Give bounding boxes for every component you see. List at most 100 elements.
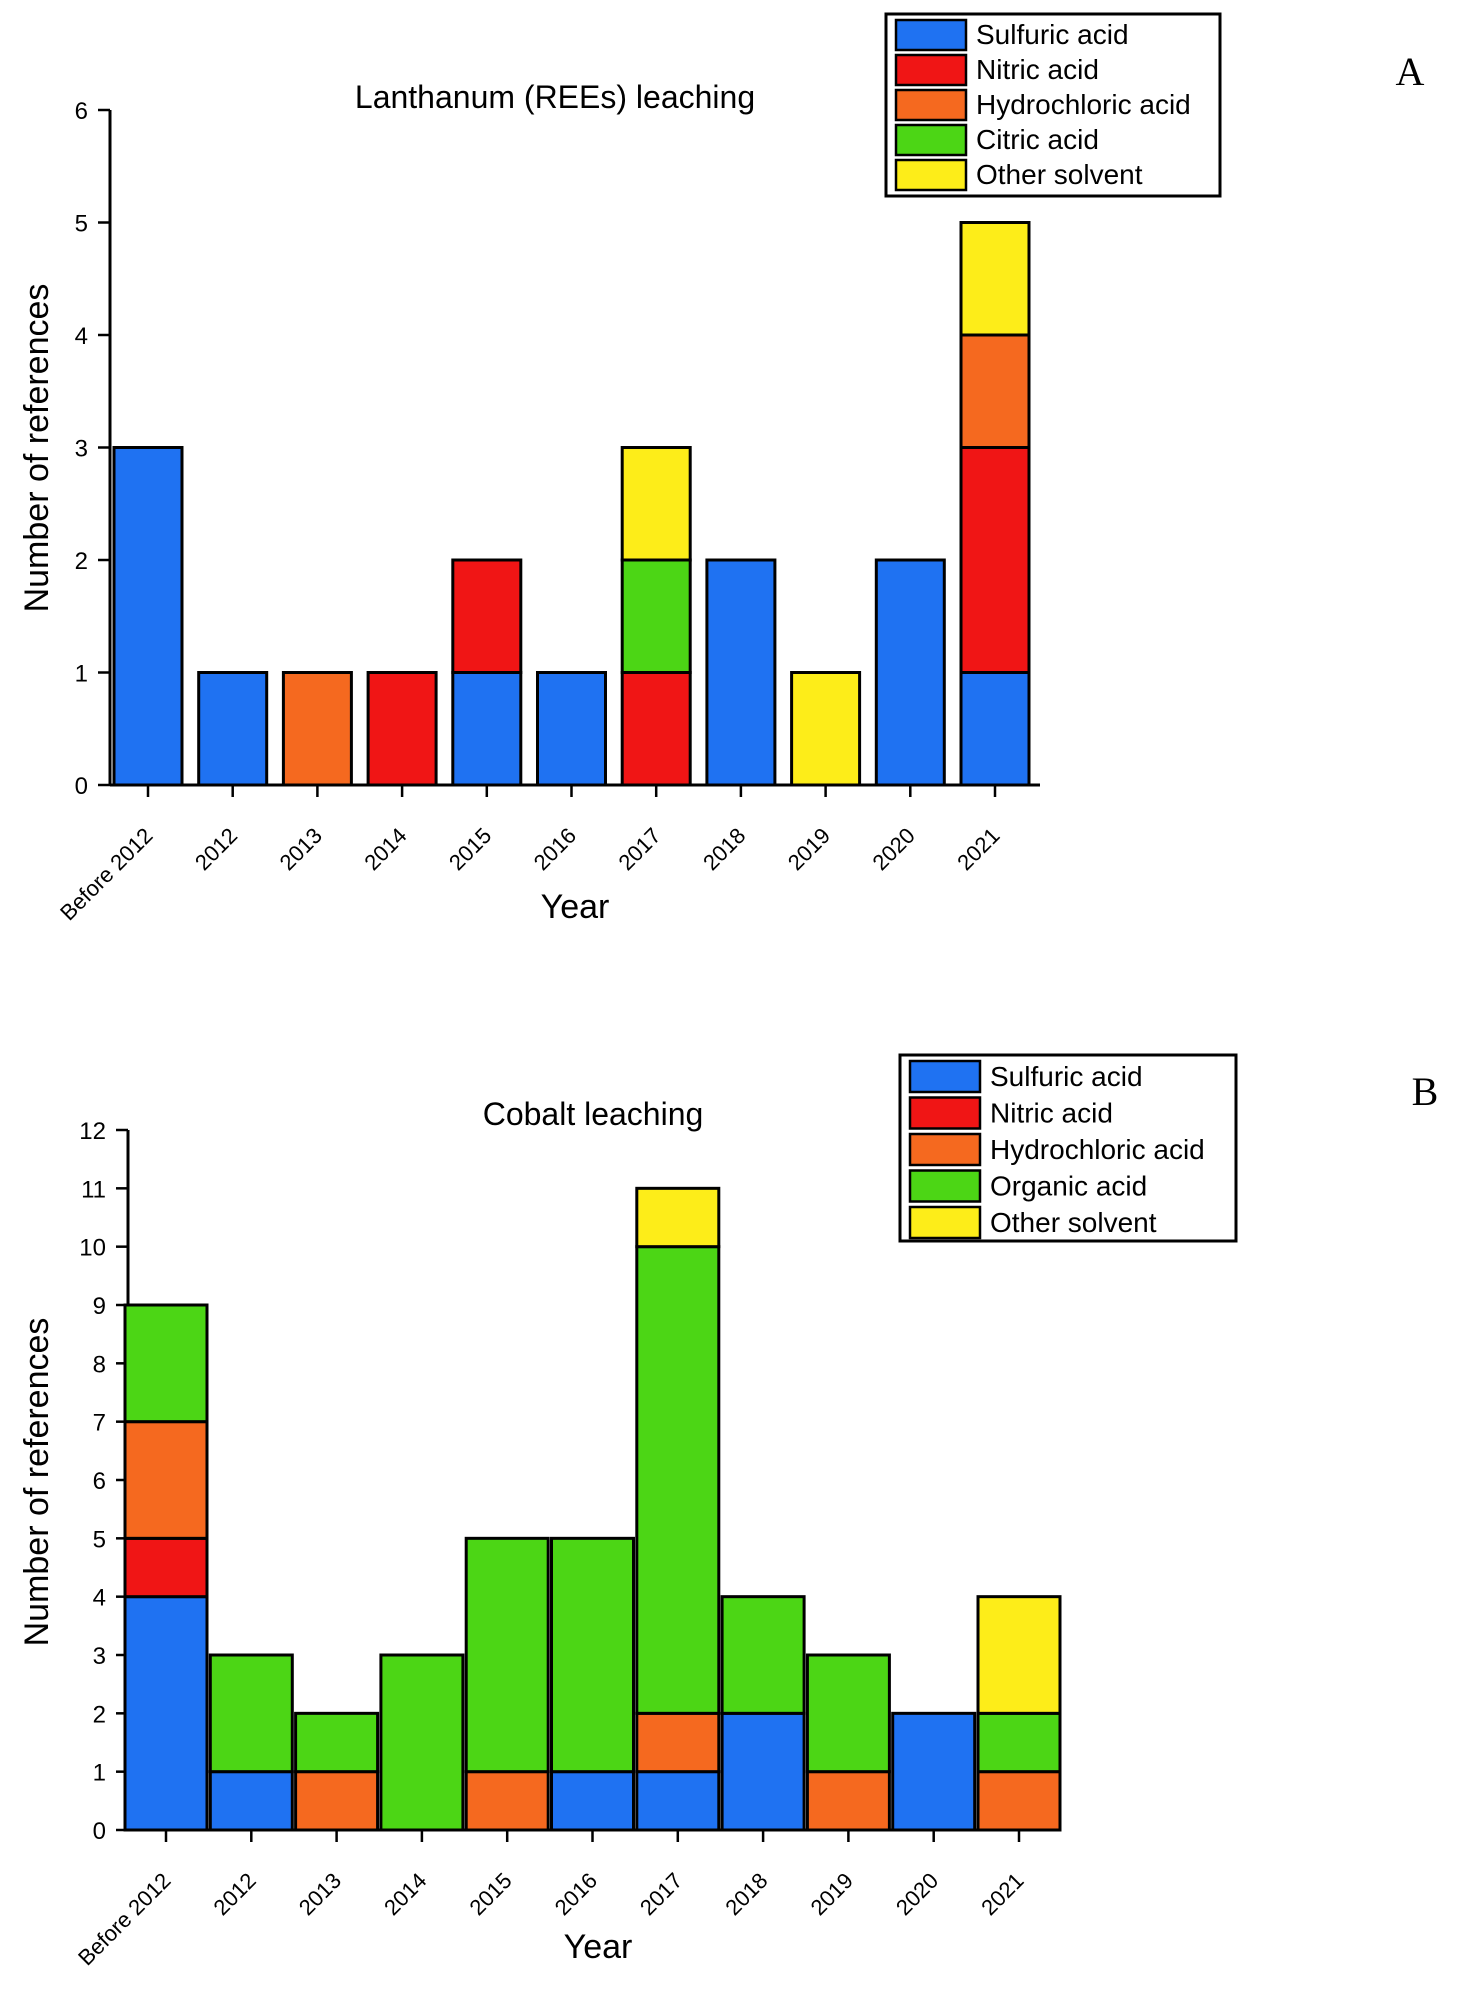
y-axis-title: Number of references	[18, 284, 56, 613]
bar-segment	[976, 1595, 1062, 1715]
legend-label: Other solvent	[990, 1207, 1157, 1238]
bar-segment	[197, 671, 269, 787]
x-tick-label: 2015	[444, 823, 496, 875]
bar-segment	[959, 671, 1031, 787]
legend: Sulfuric acid Nitric acid Hydrochloric aci…	[898, 1053, 1238, 1243]
y-tick-label: 5	[75, 211, 88, 238]
bar-segment	[294, 1770, 380, 1832]
bar-segment	[208, 1653, 294, 1774]
bar-segment	[790, 671, 862, 787]
y-axis-title: Number of references	[18, 1318, 56, 1647]
bar-segment	[550, 1536, 635, 1774]
panel-letter: B	[1412, 1069, 1439, 1114]
x-tick-label: 2016	[550, 1868, 602, 1920]
y-tick-label: 5	[93, 1526, 106, 1553]
bar-segment	[620, 446, 692, 562]
bar-segment	[550, 1770, 635, 1832]
bar-segment	[805, 1770, 891, 1832]
bar-segment	[294, 1711, 380, 1774]
x-tick-label: 2014	[379, 1868, 431, 1920]
x-tick-label: Before 2012	[73, 1868, 175, 1970]
legend-label: Citric acid	[976, 124, 1099, 155]
y-tick-label: 2	[93, 1701, 106, 1728]
x-tick-label: Before 2012	[55, 823, 157, 925]
y-tick-label: 7	[93, 1410, 106, 1437]
x-tick-label: 2018	[720, 1868, 772, 1920]
x-tick-label: 2014	[359, 823, 411, 875]
legend-swatch	[894, 88, 968, 122]
bar-segment	[976, 1711, 1062, 1774]
legend-label: Other solvent	[976, 159, 1143, 190]
y-tick-label: 6	[93, 1468, 106, 1495]
bar-segment	[451, 671, 523, 787]
bar-segment	[705, 558, 777, 787]
x-tick-label: 2020	[868, 823, 920, 875]
legend-label: Nitric acid	[976, 54, 1099, 85]
bar-segment	[451, 558, 523, 674]
chart-a: 0 1 2 3 4 5 6 Before 2012 2012 2013 2014 2015 2016 20…	[18, 12, 1425, 926]
bar-segment	[976, 1770, 1062, 1832]
x-tick-label: 2013	[294, 1868, 346, 1920]
bar-segment	[959, 446, 1031, 674]
y-tick-label: 4	[75, 323, 88, 350]
bar-segment	[720, 1595, 806, 1715]
bar-segment	[874, 558, 946, 787]
x-tick-label: 2012	[190, 823, 242, 875]
y-tick-label: 9	[93, 1293, 106, 1320]
legend-label: Hydrochloric acid	[990, 1134, 1205, 1165]
y-tick-label: 1	[75, 661, 88, 688]
legend: Sulfuric acid Nitric acid Hydrochloric aci…	[884, 12, 1222, 198]
bar-segment	[536, 671, 607, 787]
y-tick-label: 4	[93, 1585, 106, 1612]
bar-segment	[123, 1420, 209, 1540]
y-tick-label: 3	[93, 1643, 106, 1670]
legend-swatch	[908, 1169, 982, 1203]
legend-label: Organic acid	[990, 1171, 1147, 1202]
x-tick-label: 2017	[635, 1868, 687, 1920]
bar-segment	[891, 1711, 977, 1832]
x-tick-label: 2017	[613, 823, 665, 875]
bar-segment	[112, 446, 184, 787]
legend-swatch	[908, 1205, 982, 1240]
x-tick-label: 2021	[952, 823, 1004, 875]
bar-segment	[620, 671, 692, 787]
bar-segment	[620, 558, 692, 674]
legend-swatch	[908, 1059, 982, 1094]
y-tick-label: 0	[93, 1818, 106, 1845]
chart-title: Lanthanum (REEs) leaching	[355, 79, 755, 115]
bar-segment	[720, 1711, 806, 1832]
legend-swatch	[908, 1132, 982, 1167]
y-tick-label: 1	[93, 1760, 106, 1787]
legend-swatch	[894, 18, 968, 52]
x-tick-label: 2013	[275, 823, 327, 875]
panel-letter: A	[1396, 49, 1425, 94]
y-tick-label: 6	[75, 98, 88, 125]
y-tick-label: 11	[81, 1176, 106, 1203]
bar-segment	[464, 1536, 550, 1774]
legend-swatch	[908, 1096, 982, 1130]
bar-segment	[123, 1536, 209, 1599]
bar-segment	[635, 1186, 721, 1249]
legend-swatch	[894, 158, 968, 192]
x-tick-label: 2019	[806, 1868, 858, 1920]
legend-label: Sulfuric acid	[990, 1061, 1143, 1092]
legend-swatch	[894, 53, 968, 87]
x-tick-label: 2018	[698, 823, 750, 875]
bar-segment	[379, 1653, 465, 1832]
x-tick-label: 2020	[891, 1868, 943, 1920]
bar-segment	[959, 221, 1031, 337]
y-tick-label: 10	[79, 1235, 106, 1262]
x-tick-label: 2015	[464, 1868, 516, 1920]
bar-segment	[281, 671, 353, 787]
x-axis-title: Year	[564, 1928, 633, 1966]
bar-segment	[635, 1711, 721, 1774]
bar-segment	[805, 1653, 891, 1774]
y-tick-label: 12	[79, 1118, 106, 1145]
legend-swatch	[894, 123, 968, 157]
legend-label: Nitric acid	[990, 1098, 1113, 1129]
legend-label: Sulfuric acid	[976, 19, 1129, 50]
bar-segment	[959, 333, 1031, 449]
x-tick-label: 2019	[783, 823, 835, 875]
